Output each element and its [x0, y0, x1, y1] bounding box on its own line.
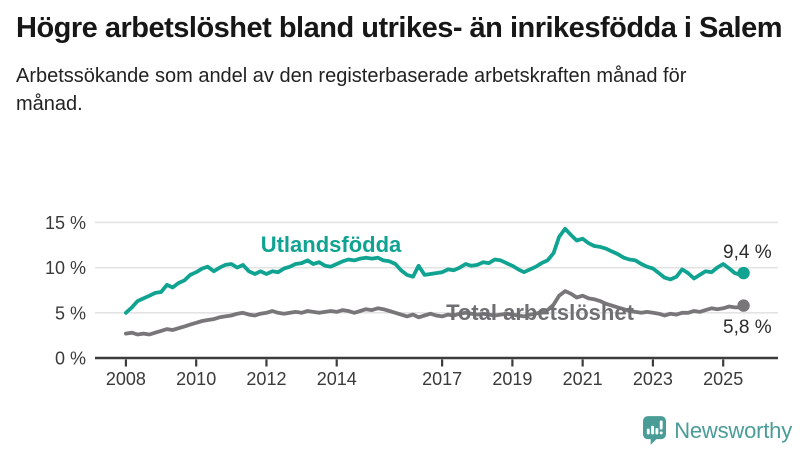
- bar-chart-glyph: [647, 420, 663, 435]
- line-total-arbetsl-shet: [124, 289, 746, 337]
- end-point-marker: [737, 266, 750, 280]
- y-axis-tick-label: 0 %: [55, 349, 86, 369]
- x-axis-tick-label: 2012: [246, 369, 286, 389]
- x-axis-tick-label: 2021: [563, 369, 603, 389]
- y-axis-tick-label: 5 %: [55, 303, 86, 323]
- newsworthy-logo-text: Newsworthy: [674, 417, 792, 443]
- x-axis-tick-label: 2023: [633, 369, 673, 389]
- series-label-total-arbetsloshet: Total arbetslöshet: [446, 300, 635, 325]
- chart-header: Högre arbetslöshet bland utrikes- än inr…: [0, 0, 800, 118]
- x-axis-tick-label: 2008: [106, 369, 146, 389]
- end-value-label-utlandsfodda: 9,4 %: [723, 242, 772, 263]
- axes-and-ticks: 0 % 5 % 10 % 15 % 2008 2010 2012 2014 2017 2019 20…: [45, 213, 778, 389]
- newsworthy-logo-icon: [643, 416, 667, 445]
- x-axis-tick-label: 2014: [317, 369, 357, 389]
- x-axis-tick-label: 2019: [492, 369, 532, 389]
- chart-subtitle: Arbetssökande som andel av den registerb…: [16, 64, 687, 116]
- data-series: [124, 226, 750, 337]
- newsworthy-logo: Newsworthy: [643, 416, 792, 445]
- y-axis-tick-label: 10 %: [45, 258, 86, 278]
- x-axis-tick-label: 2017: [422, 369, 462, 389]
- x-axis-tick-label: 2025: [703, 369, 743, 389]
- end-value-label-total: 5,8 %: [723, 317, 772, 338]
- end-point-marker: [737, 299, 750, 312]
- chart-title: Högre arbetslöshet bland utrikes- än inr…: [16, 12, 782, 44]
- gridlines: [95, 221, 778, 314]
- x-axis-tick-label: 2010: [176, 369, 216, 389]
- y-axis-tick-label: 15 %: [45, 213, 86, 233]
- line-utlandsf-dda: [124, 226, 746, 315]
- series-label-utlandsfodda: Utlandsfödda: [261, 232, 402, 257]
